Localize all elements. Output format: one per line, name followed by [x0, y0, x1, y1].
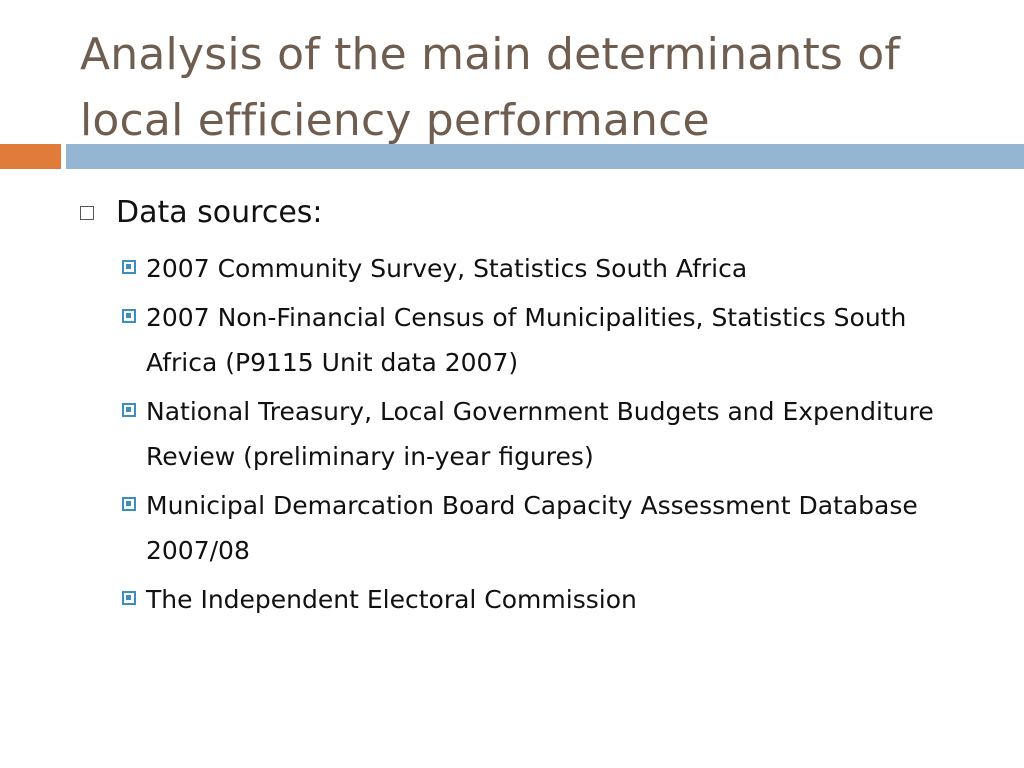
bullet-data-sources: Data sources:: [80, 190, 980, 236]
list-item: The Independent Electoral Commission: [122, 577, 980, 622]
list-item-text: Municipal Demarcation Board Capacity Ass…: [146, 491, 918, 565]
filled-square-bullet-icon: [122, 497, 136, 511]
list-item-text: 2007 Non-Financial Census of Municipalit…: [146, 303, 907, 377]
list-item-text: National Treasury, Local Government Budg…: [146, 397, 934, 471]
filled-square-bullet-icon: [122, 403, 136, 417]
list-item: National Treasury, Local Government Budg…: [122, 389, 980, 479]
data-sources-list: 2007 Community Survey, Statistics South …: [80, 246, 980, 622]
list-item: 2007 Community Survey, Statistics South …: [122, 246, 980, 291]
title-rule-bar: [66, 144, 1024, 169]
filled-square-bullet-icon: [122, 260, 136, 274]
slide-content: Data sources: 2007 Community Survey, Sta…: [80, 190, 980, 626]
list-item: 2007 Non-Financial Census of Municipalit…: [122, 295, 980, 385]
list-item: Municipal Demarcation Board Capacity Ass…: [122, 483, 980, 573]
list-item-text: The Independent Electoral Commission: [146, 585, 637, 614]
list-item-text: 2007 Community Survey, Statistics South …: [146, 254, 748, 283]
square-bullet-icon: [80, 206, 94, 220]
title-accent-bar: [0, 144, 61, 169]
bullet-heading: Data sources:: [116, 195, 323, 230]
slide-title: Analysis of the main determinants of loc…: [80, 29, 901, 146]
filled-square-bullet-icon: [122, 309, 136, 323]
filled-square-bullet-icon: [122, 591, 136, 605]
